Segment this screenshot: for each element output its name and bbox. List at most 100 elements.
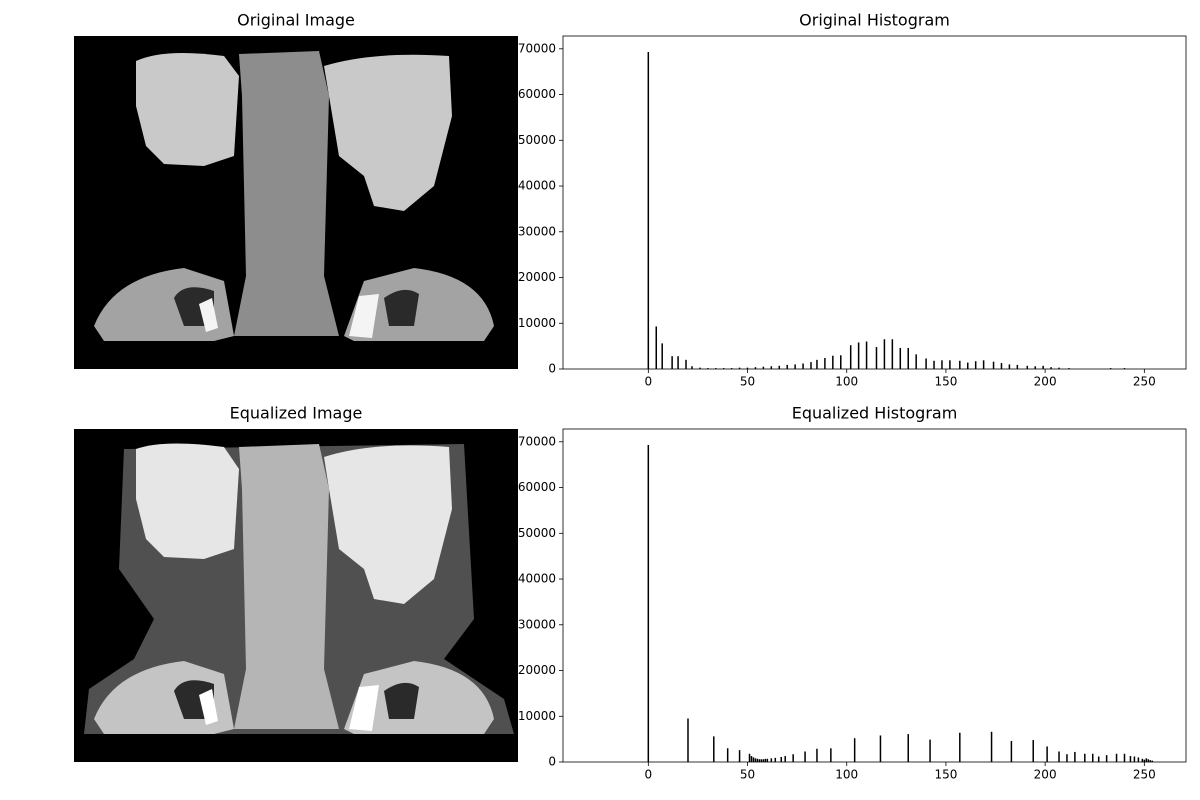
x-tick-label: 100 xyxy=(835,375,858,389)
bar xyxy=(713,736,715,762)
image-shape xyxy=(174,287,419,326)
bar xyxy=(1066,754,1068,762)
y-tick-label: 40000 xyxy=(518,179,556,193)
bar xyxy=(967,362,969,369)
bar xyxy=(1149,760,1152,762)
bar xyxy=(774,757,777,762)
bar xyxy=(1105,755,1108,762)
y-tick-label: 10000 xyxy=(518,316,556,330)
bar xyxy=(802,363,804,369)
bar xyxy=(754,758,757,762)
image-shape xyxy=(344,661,494,734)
bar xyxy=(925,358,927,369)
bar xyxy=(1115,753,1118,762)
bar xyxy=(756,758,759,762)
bar xyxy=(933,360,935,369)
image-shape xyxy=(199,685,379,731)
bar xyxy=(1123,368,1126,369)
bar xyxy=(875,347,878,369)
bar xyxy=(687,718,689,762)
bar xyxy=(1084,753,1086,762)
y-tick-label: 30000 xyxy=(518,617,556,631)
bar xyxy=(691,366,693,369)
bar xyxy=(891,339,894,369)
y-tick-label: 60000 xyxy=(518,87,556,101)
bar xyxy=(1137,757,1140,762)
y-tick-label: 60000 xyxy=(518,480,556,494)
bar xyxy=(671,356,673,369)
subplot-title: Equalized Histogram xyxy=(792,404,958,423)
bar xyxy=(959,360,961,369)
bar xyxy=(752,757,755,762)
bar xyxy=(715,368,717,369)
bar xyxy=(907,734,909,762)
bar xyxy=(1091,753,1094,762)
bar xyxy=(879,735,882,762)
bar xyxy=(685,359,687,369)
x-tick-label: 250 xyxy=(1133,768,1156,782)
bar xyxy=(1010,740,1013,762)
bar xyxy=(738,367,741,369)
bar xyxy=(786,364,788,369)
image-shape xyxy=(136,443,239,559)
x-tick-label: 50 xyxy=(740,375,755,389)
bar xyxy=(746,367,749,369)
y-tick-label: 70000 xyxy=(518,434,556,448)
bar xyxy=(730,368,733,369)
bar xyxy=(853,738,856,762)
bar xyxy=(762,759,765,762)
bar xyxy=(941,360,943,369)
x-tick-label: 200 xyxy=(1034,375,1057,389)
x-tick-label: 100 xyxy=(835,768,858,782)
bar xyxy=(699,367,701,369)
bar xyxy=(949,360,951,369)
bar xyxy=(899,347,902,369)
bar xyxy=(1141,758,1144,762)
image-shape xyxy=(324,445,452,604)
bar xyxy=(1145,758,1148,762)
image-shape xyxy=(174,680,419,719)
bar xyxy=(1026,365,1029,369)
bar xyxy=(1058,751,1060,762)
x-tick-label: 150 xyxy=(934,768,957,782)
bar xyxy=(794,364,796,369)
bar xyxy=(849,345,852,369)
bar xyxy=(992,361,995,369)
x-tick-label: 0 xyxy=(644,768,652,782)
subplot-title: Original Histogram xyxy=(799,11,950,30)
bar xyxy=(677,356,679,369)
bar xyxy=(647,52,650,370)
bar xyxy=(778,365,781,369)
bar xyxy=(661,343,663,369)
bar xyxy=(764,758,767,762)
bar xyxy=(840,355,842,369)
bar xyxy=(1032,740,1034,762)
bar xyxy=(1097,756,1100,762)
bar xyxy=(832,355,834,369)
equalized-image xyxy=(74,429,518,762)
y-tick-label: 50000 xyxy=(518,526,556,540)
y-tick-label: 40000 xyxy=(518,572,556,586)
x-tick-label: 250 xyxy=(1133,375,1156,389)
bar xyxy=(915,354,917,369)
bar xyxy=(816,748,818,762)
bar xyxy=(830,748,832,762)
bar xyxy=(1068,368,1070,369)
y-tick-label: 10000 xyxy=(518,709,556,723)
bar xyxy=(750,756,753,762)
bar xyxy=(1008,364,1011,369)
y-tick-label: 30000 xyxy=(518,224,556,238)
bar xyxy=(1046,746,1048,762)
bar xyxy=(792,754,794,762)
x-tick-label: 0 xyxy=(644,375,652,389)
original-image xyxy=(74,36,518,369)
image-shape xyxy=(199,294,379,338)
bar xyxy=(784,756,786,762)
bar xyxy=(1147,759,1150,762)
bar xyxy=(1123,753,1126,762)
y-tick-label: 0 xyxy=(548,755,556,769)
bar xyxy=(1129,756,1132,762)
bar xyxy=(857,342,860,369)
y-tick-label: 20000 xyxy=(518,270,556,284)
image-shape xyxy=(234,51,339,336)
